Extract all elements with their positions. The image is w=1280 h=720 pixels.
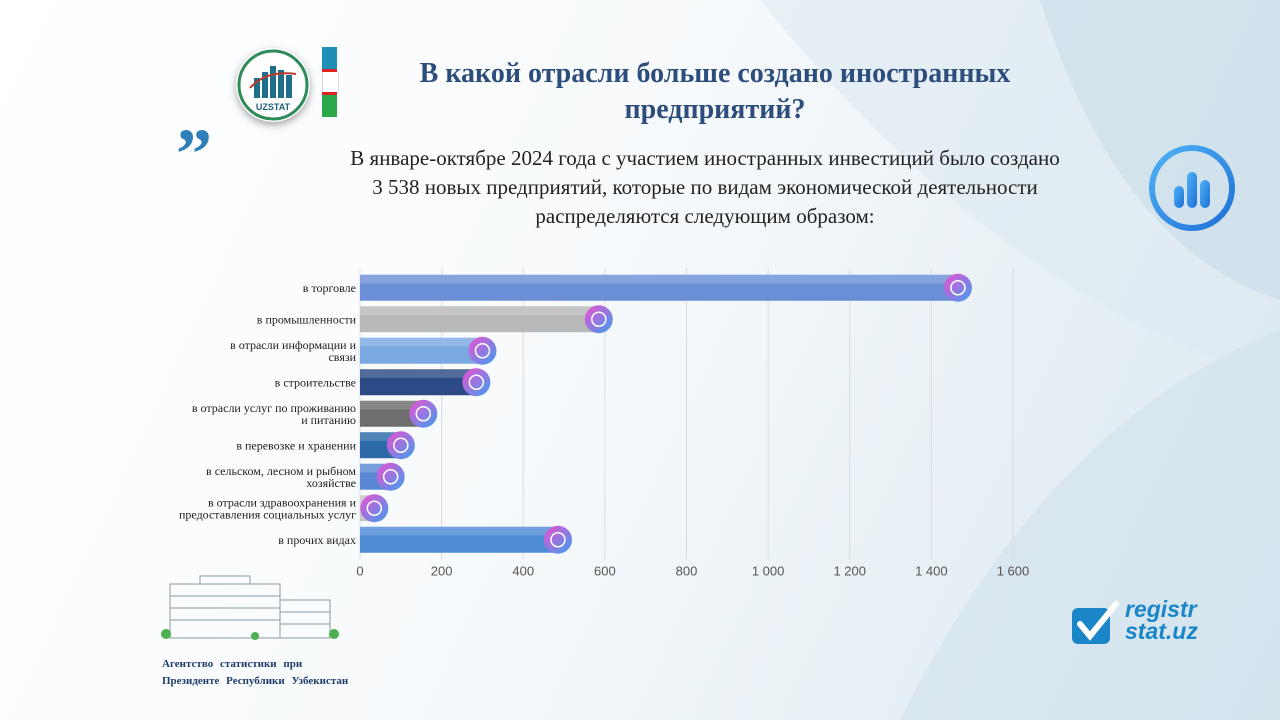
category-label: в перевозке и хранении xyxy=(236,438,356,452)
service-icon xyxy=(409,399,438,428)
truck-icon-glyph xyxy=(393,437,409,453)
category-label: в строительстве xyxy=(275,375,356,389)
quote-icon: ” xyxy=(176,114,212,194)
bar-highlight xyxy=(360,337,485,347)
category-label: в прочих видах xyxy=(278,533,356,547)
category-label: в промышленности xyxy=(257,312,357,326)
more-icon xyxy=(543,525,572,554)
farm-icon-glyph xyxy=(382,469,399,485)
more-icon-glyph xyxy=(550,532,566,548)
health-icon-glyph xyxy=(366,500,383,516)
category-label: в отрасли здравоохранения и xyxy=(208,495,357,509)
x-tick-label: 1 600 xyxy=(997,564,1030,579)
category-label: в отрасли услуг по проживанию xyxy=(192,401,356,415)
x-tick-label: 1 200 xyxy=(833,564,866,579)
bar-highlight xyxy=(360,306,601,315)
bar xyxy=(360,306,601,333)
category-label: в торговле xyxy=(303,281,356,295)
x-tick-label: 200 xyxy=(431,564,453,579)
factory-icon-glyph xyxy=(591,311,607,327)
farm-icon xyxy=(376,462,405,491)
bar-chart-icon xyxy=(1149,145,1235,231)
category-label: хозяйстве xyxy=(306,476,356,490)
agency-name: Агентство статистики при Президенте Респ… xyxy=(162,658,349,687)
bar-highlight xyxy=(360,400,426,410)
service-icon-glyph xyxy=(415,406,432,422)
category-label: и питанию xyxy=(301,413,356,427)
category-label: в отрасли информации и xyxy=(230,338,357,352)
uzbek-flag xyxy=(322,47,339,117)
category-label: в сельском, лесном и рыбном xyxy=(206,464,356,478)
network-icon xyxy=(468,336,497,365)
bar-highlight xyxy=(360,432,403,441)
health-icon xyxy=(360,494,389,523)
checkmark-icon xyxy=(1072,601,1119,644)
bar xyxy=(360,369,479,396)
x-tick-label: 0 xyxy=(356,564,363,579)
page-title: В какой отрасли больше создано иностранн… xyxy=(419,58,1011,125)
bar xyxy=(360,274,960,301)
uzstat-logo: UZSTAT xyxy=(236,48,310,122)
x-tick-label: 600 xyxy=(594,564,616,579)
bar-highlight xyxy=(360,274,960,284)
bar xyxy=(360,526,560,553)
building-illustration xyxy=(161,575,339,640)
construction-icon-glyph xyxy=(468,374,485,390)
bar xyxy=(360,337,485,364)
registr-stat-logo[interactable]: registr stat.uz xyxy=(1125,596,1198,644)
x-tick-label: 1 000 xyxy=(752,564,785,579)
category-label: предоставления социальных услуг xyxy=(179,507,356,521)
bar-highlight xyxy=(360,463,393,473)
factory-icon xyxy=(584,305,613,334)
intro-text: В январе-октябре 2024 года с участием ин… xyxy=(350,146,1060,228)
x-tick-label: 400 xyxy=(512,564,534,579)
logo-label: UZSTAT xyxy=(255,102,291,112)
bar-highlight xyxy=(360,526,560,536)
construction-icon xyxy=(462,368,491,397)
trade-icon-glyph xyxy=(950,280,966,296)
bar-highlight xyxy=(360,369,479,378)
truck-icon xyxy=(386,431,415,460)
trade-icon xyxy=(943,273,972,302)
x-tick-label: 1 400 xyxy=(915,564,948,579)
network-icon-glyph xyxy=(474,343,491,359)
category-label: связи xyxy=(328,350,356,364)
x-tick-label: 800 xyxy=(676,564,698,579)
